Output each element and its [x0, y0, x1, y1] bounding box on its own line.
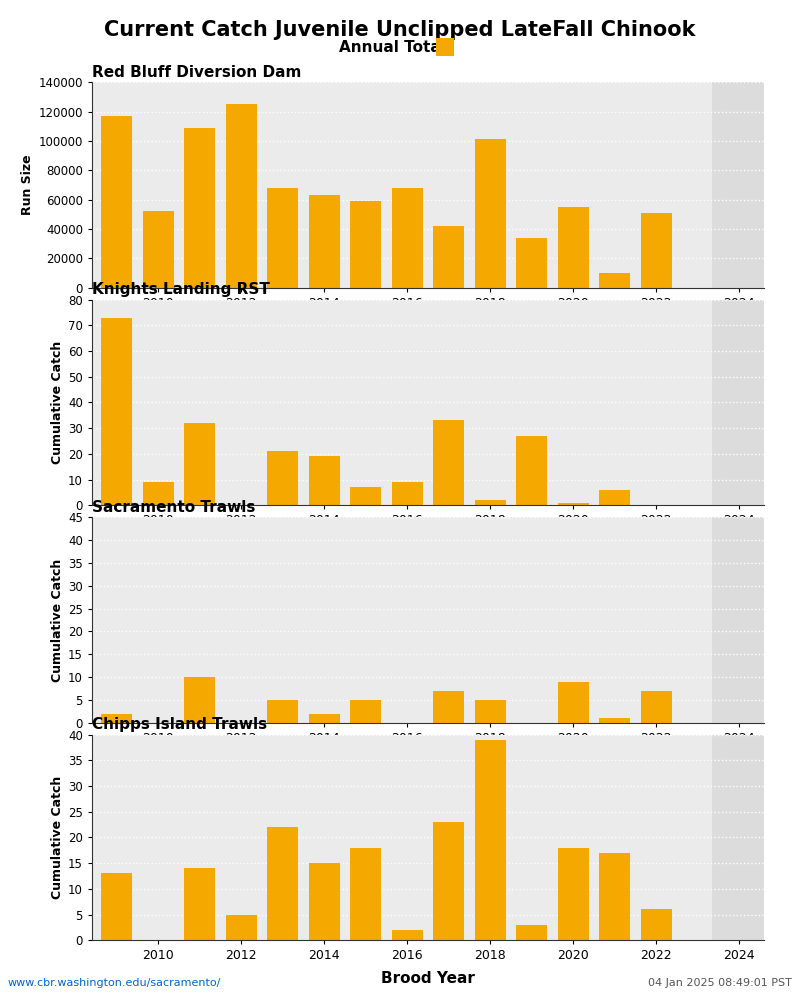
Text: Knights Landing RST: Knights Landing RST [92, 282, 270, 297]
Bar [516, 925, 547, 940]
Bar [309, 456, 340, 505]
Bar [143, 211, 174, 288]
Bar [350, 487, 382, 505]
Text: Current Catch Juvenile Unclipped LateFall Chinook: Current Catch Juvenile Unclipped LateFal… [104, 20, 696, 40]
Text: Annual Total: Annual Total [338, 40, 446, 55]
Bar [712, 735, 764, 940]
Bar [102, 714, 133, 723]
Bar [184, 423, 215, 505]
Bar [309, 863, 340, 940]
Bar [267, 700, 298, 723]
Bar [641, 909, 672, 940]
Bar [350, 700, 382, 723]
Bar [558, 682, 589, 723]
Bar [599, 273, 630, 288]
Text: www.cbr.washington.edu/sacramento/: www.cbr.washington.edu/sacramento/ [8, 978, 222, 988]
Bar [474, 740, 506, 940]
Bar [641, 691, 672, 723]
Text: Red Bluff Diversion Dam: Red Bluff Diversion Dam [92, 65, 302, 80]
Bar [433, 226, 464, 288]
Bar [392, 482, 423, 505]
Bar [433, 691, 464, 723]
Bar [102, 318, 133, 505]
Y-axis label: Cumulative Catch: Cumulative Catch [51, 558, 64, 682]
Bar [184, 677, 215, 723]
Bar [433, 420, 464, 505]
Text: Sacramento Trawls: Sacramento Trawls [92, 500, 255, 515]
Bar [516, 238, 547, 288]
Text: Chipps Island Trawls: Chipps Island Trawls [92, 717, 267, 732]
Bar [267, 188, 298, 288]
Bar [712, 82, 764, 288]
Bar [433, 822, 464, 940]
Bar [474, 139, 506, 288]
Bar [712, 300, 764, 505]
Y-axis label: Cumulative Catch: Cumulative Catch [51, 776, 64, 899]
Bar [226, 104, 257, 288]
Bar [599, 718, 630, 723]
Bar [267, 451, 298, 505]
Bar [143, 482, 174, 505]
Bar [267, 827, 298, 940]
Bar [516, 436, 547, 505]
Bar [558, 503, 589, 505]
Bar [641, 213, 672, 288]
Bar [599, 490, 630, 505]
Bar [184, 868, 215, 940]
Bar [350, 201, 382, 288]
Bar [558, 848, 589, 940]
Bar [309, 195, 340, 288]
Bar [712, 517, 764, 723]
Bar [226, 915, 257, 940]
Text: 04 Jan 2025 08:49:01 PST: 04 Jan 2025 08:49:01 PST [648, 978, 792, 988]
Bar [392, 930, 423, 940]
Bar [599, 853, 630, 940]
Bar [558, 207, 589, 288]
Bar [102, 116, 133, 288]
Bar [474, 500, 506, 505]
X-axis label: Brood Year: Brood Year [381, 971, 475, 986]
Bar [309, 714, 340, 723]
Bar [474, 700, 506, 723]
Bar [392, 188, 423, 288]
Y-axis label: Cumulative Catch: Cumulative Catch [51, 341, 64, 464]
Y-axis label: Run Size: Run Size [22, 155, 34, 215]
Bar [184, 128, 215, 288]
Bar [102, 873, 133, 940]
Bar [350, 848, 382, 940]
